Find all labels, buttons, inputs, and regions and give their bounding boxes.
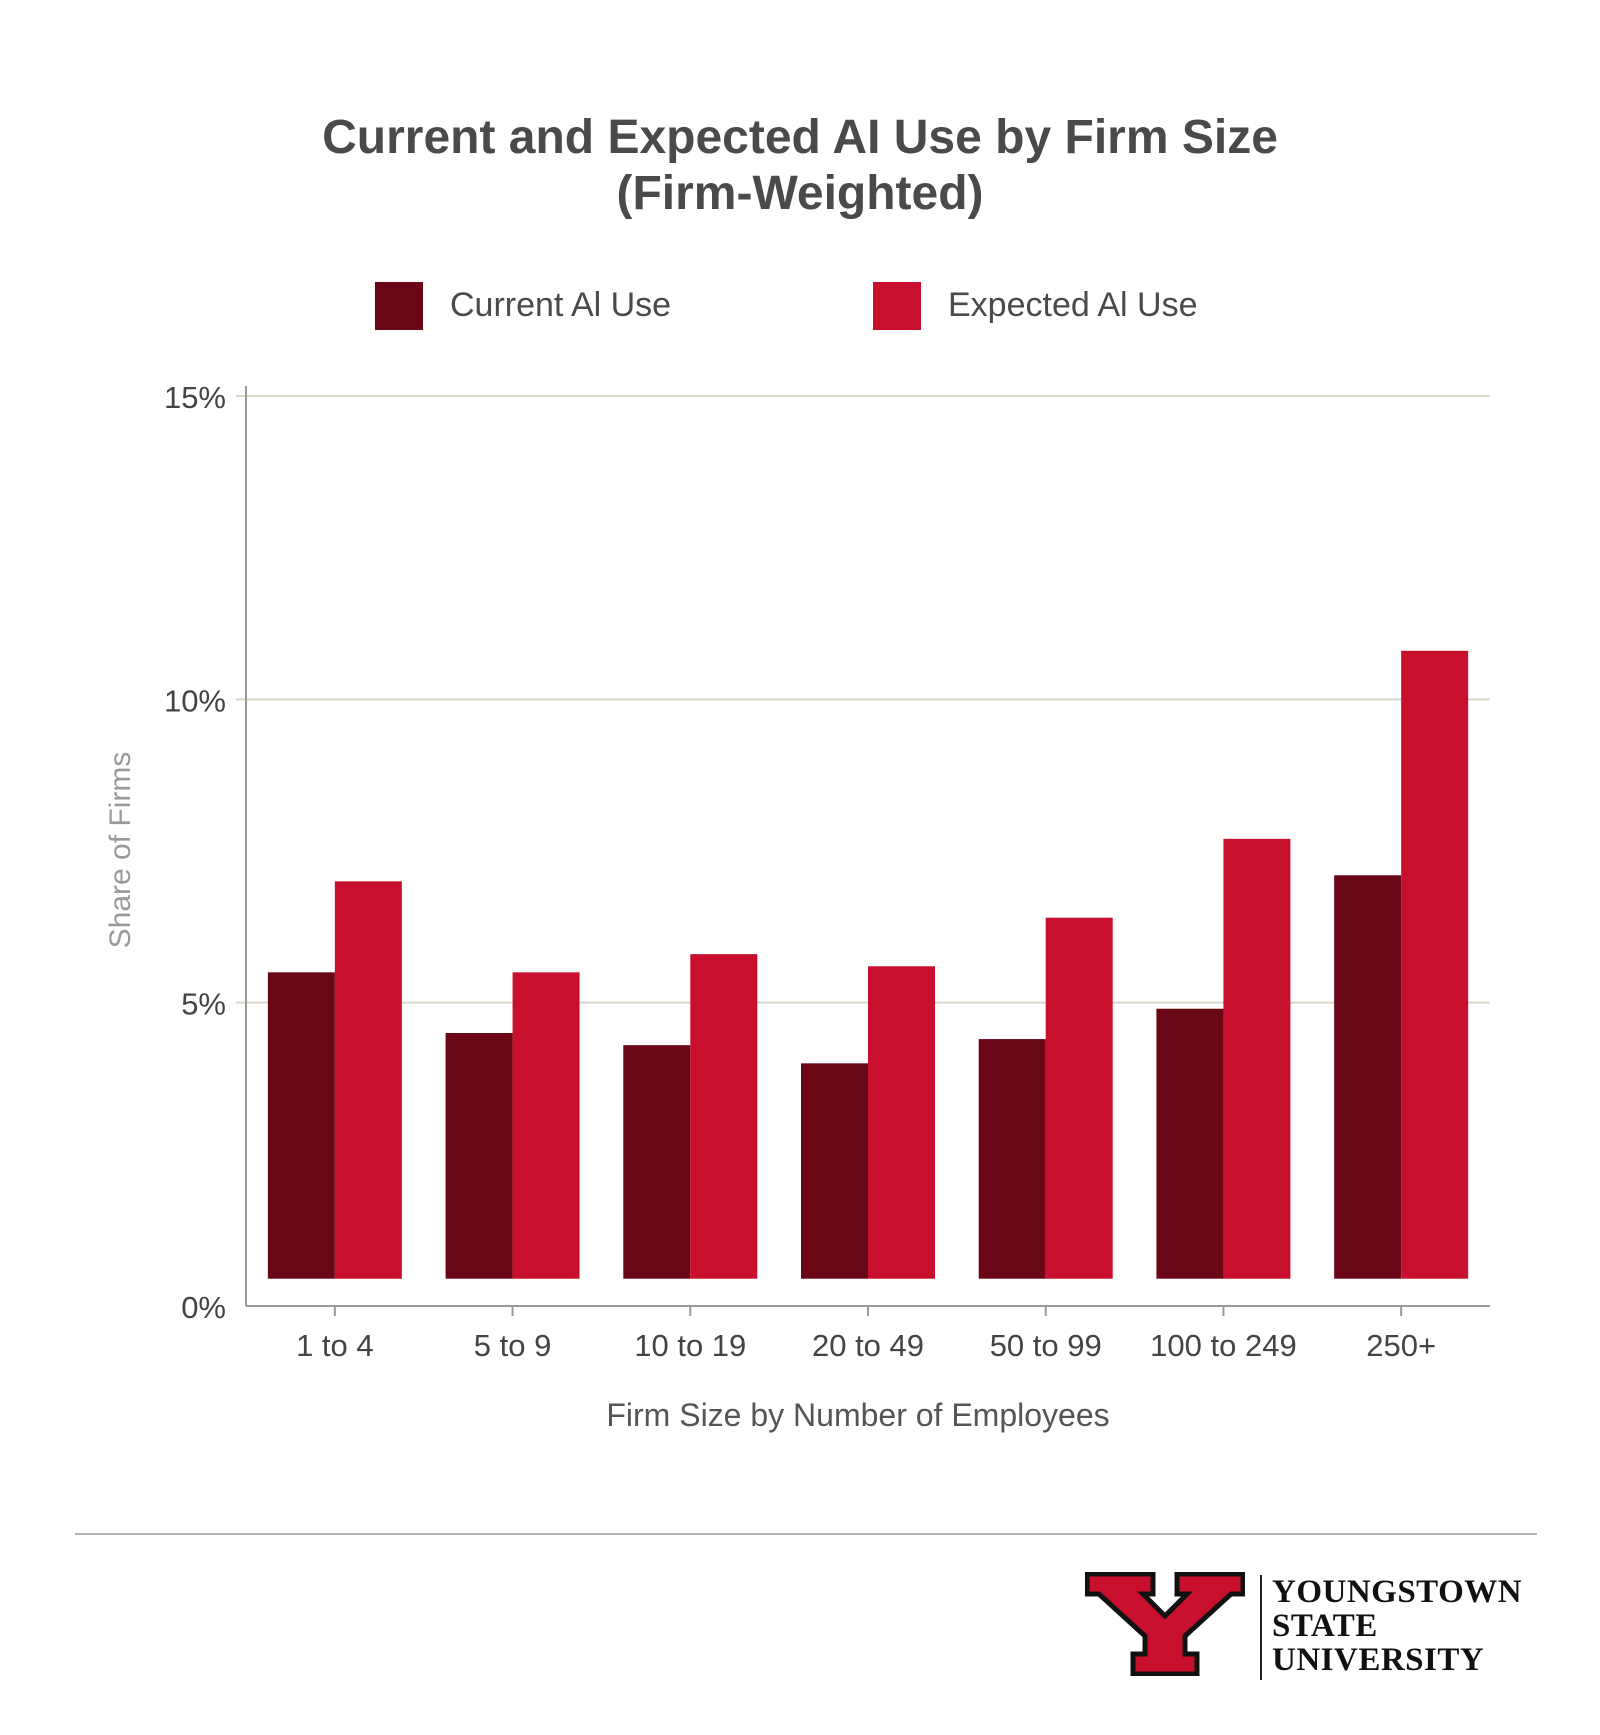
- chart-title: Current and Expected AI Use by Firm Size…: [0, 110, 1600, 222]
- y-tick-label: 5%: [181, 987, 226, 1022]
- x-axis-title: Firm Size by Number of Employees: [606, 1397, 1109, 1433]
- ysu-y-logo-icon: [1085, 1572, 1245, 1676]
- bar-current: [267, 972, 335, 1279]
- legend-swatch-current: [375, 282, 423, 330]
- x-tick-label: 10 to 19: [634, 1328, 746, 1363]
- bar-expected: [512, 972, 580, 1279]
- legend-swatch-expected: [873, 282, 921, 330]
- wordmark-line3: UNIVERSITY: [1272, 1642, 1485, 1678]
- x-tick-label: 20 to 49: [812, 1328, 924, 1363]
- footer-divider: [75, 1533, 1537, 1535]
- x-tick-label: 50 to 99: [990, 1328, 1102, 1363]
- x-tick-label: 250+: [1366, 1328, 1436, 1363]
- bar-current: [623, 1045, 691, 1279]
- bar-expected: [1045, 917, 1113, 1279]
- legend-label-current: Current Al Use: [450, 286, 672, 324]
- bar-expected: [1223, 838, 1291, 1279]
- bar-current: [1334, 875, 1402, 1279]
- y-tick-label: 15%: [164, 380, 226, 415]
- bar-expected: [868, 966, 935, 1279]
- y-tick-label: 10%: [164, 683, 226, 718]
- bar-expected: [1401, 650, 1469, 1279]
- wordmark-line1: YOUNGSTOWN: [1272, 1574, 1523, 1610]
- y-axis-title: Share of Firms: [104, 752, 137, 949]
- chart-title-line2: (Firm-Weighted): [616, 167, 984, 220]
- bar-current: [445, 1033, 513, 1279]
- wordmark-line2: STATE: [1272, 1608, 1378, 1644]
- bar-chart: 0% 5% 10% 15% 1 to 4 5 to 9 10 to 19 20 to 49 50…: [104, 380, 1490, 1433]
- x-tick-label: 1 to 4: [296, 1328, 374, 1363]
- bar-current: [801, 1063, 868, 1279]
- bar-current: [978, 1039, 1046, 1279]
- x-tick-label: 100 to 249: [1150, 1328, 1297, 1363]
- bar-expected: [334, 881, 402, 1279]
- chart-title-line1: Current and Expected AI Use by Firm Size: [322, 111, 1278, 164]
- x-tick-label: 5 to 9: [474, 1328, 552, 1363]
- bar-expected: [690, 954, 758, 1279]
- y-tick-label: 0%: [181, 1290, 226, 1325]
- logo-divider: [1260, 1575, 1262, 1680]
- legend-label-expected: Expected Al Use: [948, 286, 1198, 324]
- university-wordmark: YOUNGSTOWN STATE UNIVERSITY: [1272, 1575, 1522, 1677]
- bar-current: [1156, 1008, 1224, 1279]
